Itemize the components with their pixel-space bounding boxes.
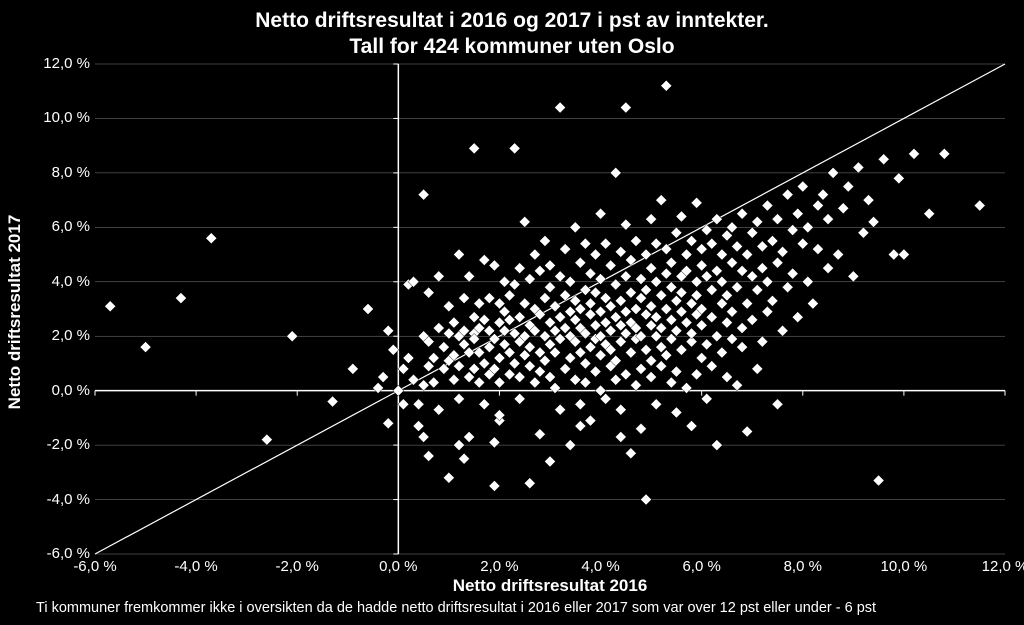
chart-title-line2: Tall for 424 kommuner uten Oslo [0,34,1024,60]
y-tick-label: 10,0 % [35,109,90,126]
x-tick-label: 6,0 % [667,558,737,575]
y-axis-label: Netto driftsresultat 2017 [5,212,25,412]
y-tick-label: 12,0 % [35,55,90,72]
x-tick-label: -2,0 % [262,558,332,575]
y-tick-label: -4,0 % [35,491,90,508]
x-tick-label: -6,0 % [60,558,130,575]
chart-title-line1: Netto driftsresultat i 2016 og 2017 i ps… [0,8,1024,34]
x-tick-label: 8,0 % [768,558,838,575]
y-tick-label: 0,0 % [35,382,90,399]
chart-footnote: Ti kommuner fremkommer ikke i oversikten… [36,600,876,616]
chart-container: Netto driftsresultat i 2016 og 2017 i ps… [0,0,1024,625]
x-tick-label: 12,0 % [970,558,1024,575]
y-tick-label: 2,0 % [35,327,90,344]
x-axis-label: Netto driftsresultat 2016 [95,576,1005,596]
chart-title: Netto driftsresultat i 2016 og 2017 i ps… [0,8,1024,61]
x-tick-label: 0,0 % [363,558,433,575]
y-tick-label: -2,0 % [35,436,90,453]
x-tick-label: -4,0 % [161,558,231,575]
x-tick-label: 10,0 % [869,558,939,575]
x-tick-label: 4,0 % [566,558,636,575]
y-tick-label: 8,0 % [35,164,90,181]
x-tick-label: 2,0 % [464,558,534,575]
y-tick-label: 4,0 % [35,273,90,290]
y-tick-label: 6,0 % [35,218,90,235]
